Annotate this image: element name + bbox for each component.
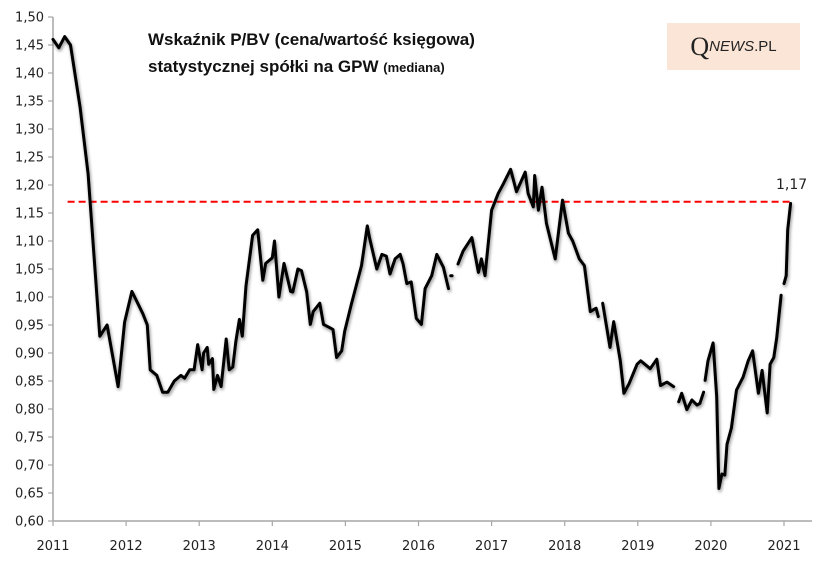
x-tick-label: 2018 (548, 539, 581, 554)
y-tick-label: 1,00 (15, 291, 44, 306)
pbv-series-line (703, 293, 783, 490)
y-tick-label: 0,75 (15, 431, 44, 446)
y-tick-label: 0,65 (15, 487, 44, 502)
y-tick-label: 1,50 (15, 11, 44, 26)
logo-q: Q (690, 31, 710, 61)
x-tick-label: 2017 (475, 539, 508, 554)
x-tick-label: 2015 (329, 539, 362, 554)
y-tick-label: 1,40 (15, 67, 44, 82)
y-tick-label: 1,05 (15, 263, 44, 278)
title-line-2-small: (mediana) (383, 60, 445, 75)
qnews-logo: Q NEWS .PL (667, 23, 800, 70)
title-line-1: Wskaźnik P/BV (cena/wartość księgowa) (148, 30, 475, 49)
pbv-series-line (782, 202, 793, 286)
x-tick-label: 2013 (183, 539, 216, 554)
logo-news: NEWS (709, 38, 755, 55)
x-tick-label: 2019 (621, 539, 654, 554)
pbv-series-line (677, 390, 706, 412)
x-tick-label: 2014 (256, 539, 289, 554)
x-tick-label: 2021 (767, 539, 800, 554)
y-tick-label: 1,45 (15, 39, 44, 54)
x-tick-label: 2020 (694, 539, 727, 554)
logo-pl: .PL (754, 38, 777, 55)
chart-title: Wskaźnik P/BV (cena/wartość księgowa) st… (148, 26, 475, 81)
y-tick-label: 1,30 (15, 123, 44, 138)
pbv-series-line (51, 35, 450, 394)
reference-line-label: 1,17 (776, 177, 807, 193)
y-tick-label: 1,20 (15, 179, 44, 194)
x-tick-label: 2011 (36, 539, 69, 554)
y-tick-label: 0,90 (15, 347, 44, 362)
y-tick-label: 1,15 (15, 207, 44, 222)
y-tick-label: 1,35 (15, 95, 44, 110)
y-tick-label: 0,95 (15, 319, 44, 334)
y-tick-label: 1,25 (15, 151, 44, 166)
pbv-series-line (456, 167, 600, 319)
y-tick-label: 0,70 (15, 459, 44, 474)
title-line-2-main: statystycznej spółki na GPW (148, 57, 379, 76)
title-line-2: statystycznej spółki na GPW (mediana) (148, 53, 475, 81)
pbv-series-line (601, 301, 676, 395)
x-tick-label: 2012 (110, 539, 143, 554)
x-tick-label: 2016 (402, 539, 435, 554)
y-tick-label: 0,80 (15, 403, 44, 418)
y-tick-label: 0,85 (15, 375, 44, 390)
y-tick-label: 1,10 (15, 235, 44, 250)
y-tick-label: 0,60 (15, 515, 44, 530)
